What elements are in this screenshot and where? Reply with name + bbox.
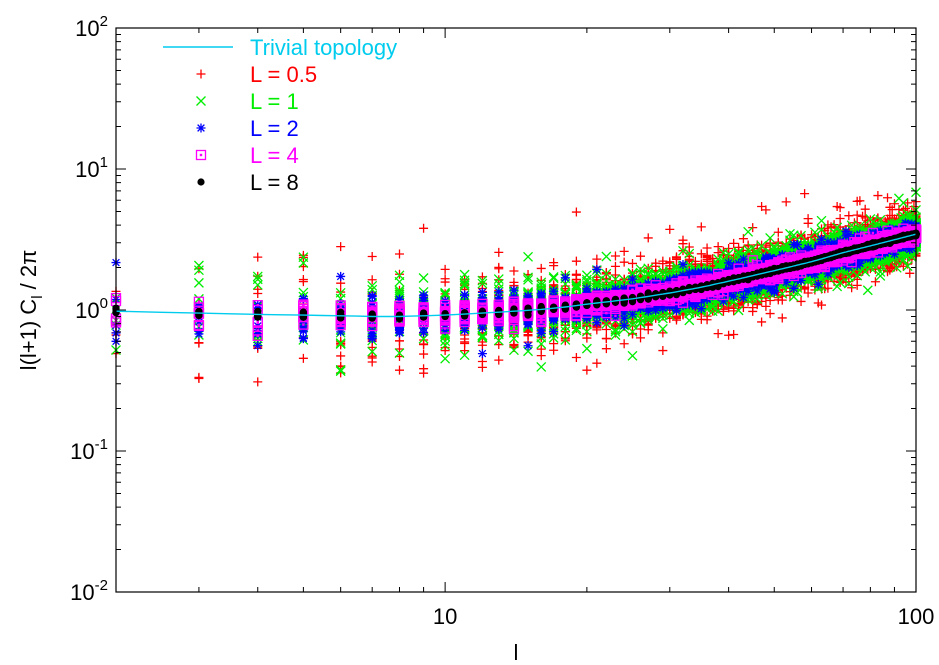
data-point — [299, 354, 308, 363]
data-point — [602, 344, 611, 353]
data-point — [419, 350, 428, 359]
data-point — [611, 252, 620, 261]
data-point — [395, 250, 404, 259]
data-point — [658, 346, 667, 355]
data-point — [572, 208, 581, 217]
data-point — [478, 363, 487, 372]
data-point — [494, 248, 503, 257]
data-point — [253, 253, 262, 262]
data-point — [494, 356, 503, 365]
data-point — [395, 366, 404, 375]
data-point — [572, 257, 581, 266]
data-point — [368, 352, 377, 361]
data-point — [572, 353, 581, 362]
data-point — [620, 339, 629, 348]
data-point — [620, 247, 629, 256]
data-point — [537, 276, 546, 285]
data-point — [441, 265, 450, 274]
data-point — [592, 255, 601, 264]
data-point — [620, 258, 629, 267]
data-point — [549, 346, 558, 355]
data-point — [368, 252, 377, 261]
data-point — [582, 329, 591, 338]
data-point — [628, 259, 637, 268]
data-point — [253, 377, 262, 386]
data-point — [537, 264, 546, 273]
data-point — [419, 369, 428, 378]
data-layer — [112, 188, 921, 387]
data-point — [697, 222, 706, 231]
data-point — [611, 262, 620, 271]
data-point — [636, 252, 645, 261]
data-point — [644, 233, 653, 242]
data-point — [336, 351, 345, 360]
data-point — [537, 351, 546, 360]
data-point — [628, 329, 637, 338]
data-point — [602, 334, 611, 343]
data-point — [253, 285, 262, 294]
data-point — [592, 359, 601, 368]
data-point — [194, 338, 203, 347]
data-point — [395, 270, 404, 279]
data-point — [582, 366, 591, 375]
data-point — [419, 224, 428, 233]
data-point — [194, 374, 203, 383]
data-point — [658, 257, 667, 266]
data-point — [299, 275, 308, 284]
data-point — [665, 225, 674, 234]
data-point — [602, 268, 611, 277]
data-point — [460, 346, 469, 355]
data-point — [395, 345, 404, 354]
data-point — [395, 336, 404, 345]
data-point — [336, 242, 345, 251]
data-point — [611, 270, 620, 279]
data-point — [494, 264, 503, 273]
data-point — [636, 333, 645, 342]
data-point — [509, 266, 518, 275]
